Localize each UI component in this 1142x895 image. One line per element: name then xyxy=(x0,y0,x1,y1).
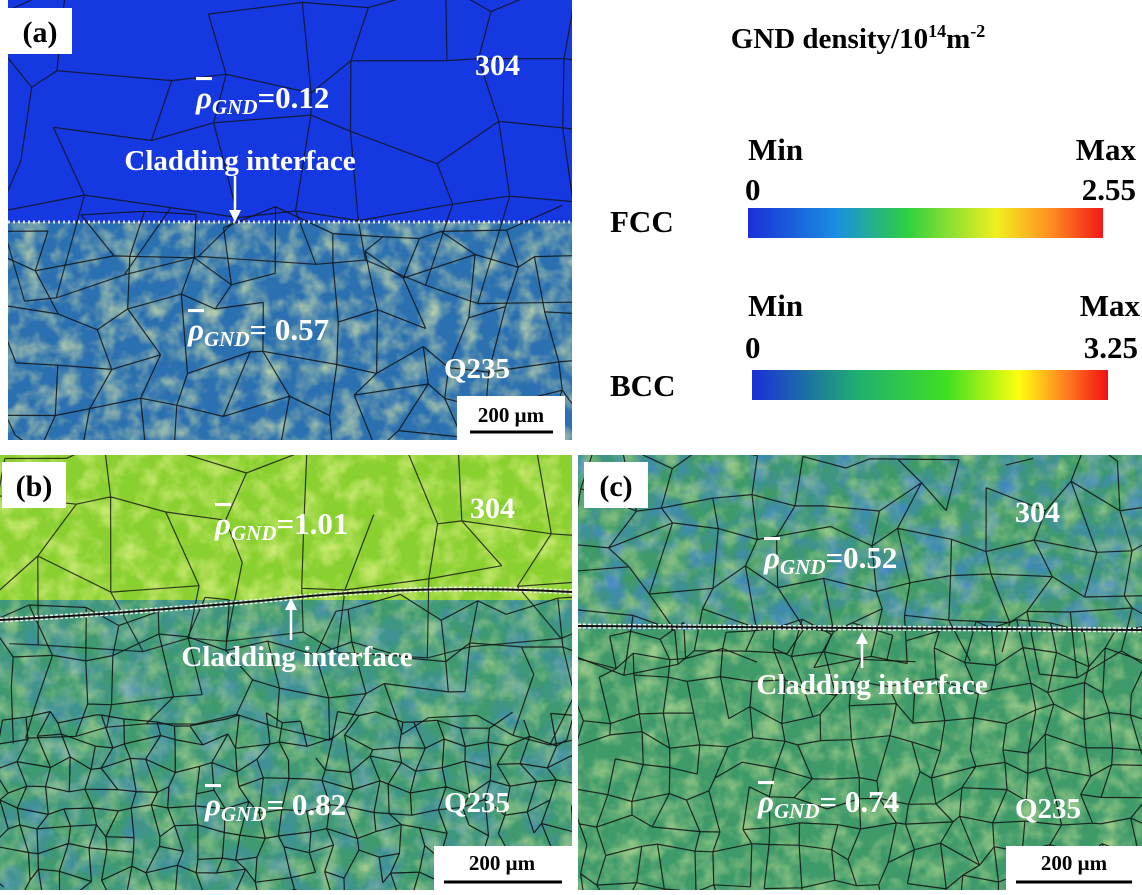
scale-bar-label: 200 μm xyxy=(478,403,545,427)
value: =0.12 xyxy=(257,80,329,115)
title-exponent: 14 xyxy=(928,21,946,41)
min-label: Min xyxy=(748,288,803,323)
figure: (a) 304 ρGND=0.12 Cladding interface ρGN… xyxy=(0,0,1142,890)
scale-min: 0 xyxy=(745,172,761,207)
symbol: ρ xyxy=(763,540,780,575)
interface-label: Cladding interface xyxy=(181,641,412,673)
color-bar xyxy=(752,370,1108,400)
subscript: GND xyxy=(231,521,277,545)
title-unit-exponent: -2 xyxy=(970,21,985,41)
subscript: GND xyxy=(212,95,258,119)
min-label: Min xyxy=(748,132,803,167)
subscript: GND xyxy=(204,327,250,351)
title-text: GND density/10 xyxy=(731,23,928,55)
value: = 0.74 xyxy=(819,784,899,819)
value: = 0.82 xyxy=(266,787,346,822)
interface-label: Cladding interface xyxy=(124,145,355,177)
panel-label: (c) xyxy=(599,470,632,503)
scale-max: 3.25 xyxy=(1084,330,1138,365)
scale-min: 0 xyxy=(745,330,761,365)
interface-label: Cladding interface xyxy=(756,669,987,701)
symbol: ρ xyxy=(187,312,204,347)
title-unit: m xyxy=(946,23,970,55)
phase-label: BCC xyxy=(610,368,675,403)
scale-bar-label: 200 μm xyxy=(1041,851,1108,875)
value: =1.01 xyxy=(276,506,348,541)
symbol: ρ xyxy=(214,506,231,541)
phase-label: FCC xyxy=(610,204,674,239)
material-label: 304 xyxy=(470,492,515,525)
max-label: Max xyxy=(1076,132,1137,167)
color-bar xyxy=(748,208,1103,238)
legend-title: GND density/1014m-2 xyxy=(731,21,986,55)
value: =0.52 xyxy=(825,540,897,575)
page: { "legend": { "title": "GND density/10",… xyxy=(0,0,1142,890)
material-label: Q235 xyxy=(1015,793,1081,825)
subscript: GND xyxy=(774,799,820,823)
subscript: GND xyxy=(780,555,826,579)
panel-label: (b) xyxy=(16,470,53,503)
scale-bar-label: 200 μm xyxy=(469,851,536,875)
symbol: ρ xyxy=(195,80,212,115)
material-label: 304 xyxy=(1015,496,1060,529)
symbol: ρ xyxy=(757,784,774,819)
max-label: Max xyxy=(1080,288,1141,323)
scale-max: 2.55 xyxy=(1082,172,1136,207)
symbol: ρ xyxy=(204,787,221,822)
value: = 0.57 xyxy=(249,312,329,347)
panel-label: (a) xyxy=(23,16,58,49)
subscript: GND xyxy=(221,802,267,826)
material-label: Q235 xyxy=(444,787,510,819)
material-label: 304 xyxy=(475,49,520,82)
material-label: Q235 xyxy=(444,353,510,385)
